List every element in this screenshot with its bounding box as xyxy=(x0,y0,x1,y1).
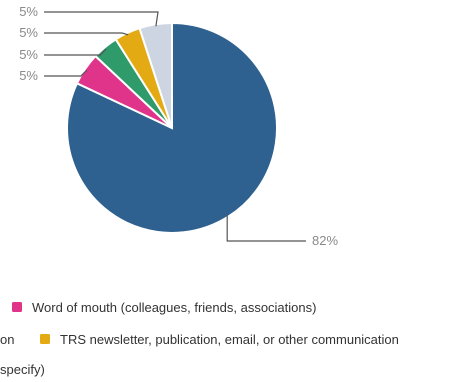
legend-entry: Word of mouth (colleagues, friends, asso… xyxy=(32,300,316,315)
legend-entry: TRS newsletter, publication, email, or o… xyxy=(60,332,399,347)
leader-line xyxy=(44,48,107,56)
leader-line xyxy=(44,11,159,27)
slice-label: 5% xyxy=(19,4,38,19)
leader-line xyxy=(44,69,88,77)
legend-entry: specify) xyxy=(0,362,45,377)
legend: Word of mouth (colleagues, friends, asso… xyxy=(0,300,399,377)
pie-slices xyxy=(66,21,278,234)
leader-line xyxy=(226,214,306,242)
legend-marker xyxy=(40,334,50,344)
slice-label: 5% xyxy=(19,47,38,62)
slice-label: 82% xyxy=(312,233,338,248)
leader-line xyxy=(44,32,129,36)
slice-label: 5% xyxy=(19,25,38,40)
slice-labels: 82% 5% 5% 5% 5% xyxy=(19,4,338,248)
legend-entry: on xyxy=(0,332,14,347)
legend-marker xyxy=(12,302,22,312)
slice-label: 5% xyxy=(19,68,38,83)
leader-lines xyxy=(44,11,306,242)
